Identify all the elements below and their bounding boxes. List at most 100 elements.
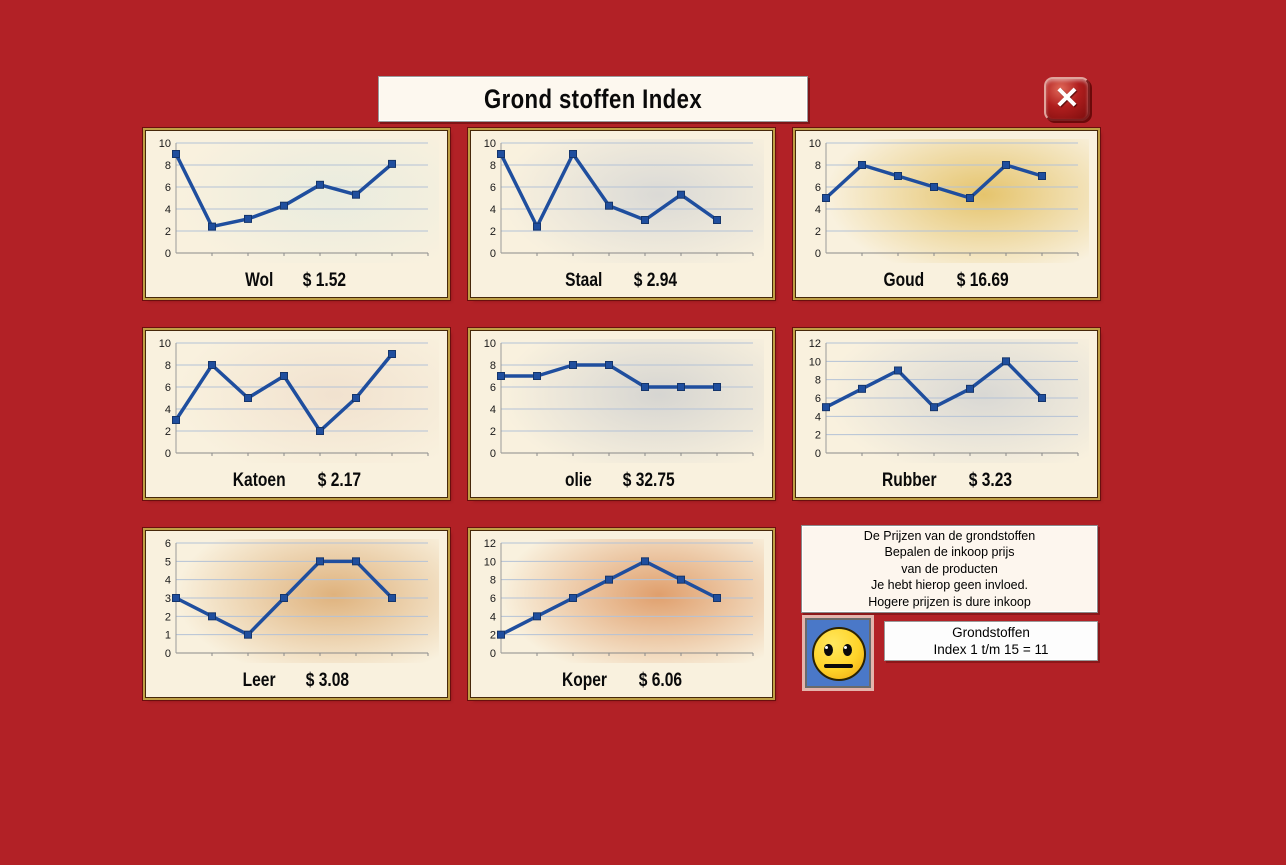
svg-text:5: 5 (165, 556, 171, 568)
commodity-price: $ 3.23 (969, 470, 1013, 491)
svg-text:4: 4 (490, 611, 496, 623)
svg-text:2: 2 (165, 226, 171, 238)
close-icon: ✕ (1054, 82, 1080, 115)
index-box: Grondstoffen Index 1 t/m 15 = 11 (884, 621, 1098, 661)
commodity-name: olie (565, 470, 593, 491)
svg-text:2: 2 (490, 226, 496, 238)
commodity-price: $ 32.75 (622, 470, 675, 491)
svg-text:0: 0 (165, 648, 171, 660)
svg-text:0: 0 (815, 248, 821, 260)
info-line: van de producten (901, 561, 998, 576)
commodity-name: Wol (244, 270, 274, 291)
chart-panel-olie: 0 2 4 6 8 10 olie $ 32.75 (470, 330, 773, 498)
mood-indicator-button[interactable] (805, 618, 871, 688)
price-history-chart: 0 2 4 6 8 10 (484, 138, 754, 260)
svg-text:8: 8 (490, 575, 496, 587)
svg-text:0: 0 (165, 448, 171, 460)
svg-text:0: 0 (815, 448, 821, 460)
price-history-chart: 0 2 4 6 8 10 12 (809, 338, 1079, 460)
svg-text:8: 8 (815, 375, 821, 387)
svg-text:6: 6 (490, 593, 496, 605)
svg-text:0: 0 (165, 248, 171, 260)
info-line: Hogere prijzen is dure inkoop (868, 594, 1031, 609)
chart-panel-staal: 0 2 4 6 8 10 Staal $ 2.94 (470, 130, 773, 298)
svg-text:2: 2 (490, 426, 496, 438)
price-history-chart: 0 2 4 6 8 10 (809, 138, 1079, 260)
title-box: Grond stoffen Index (378, 76, 808, 122)
svg-text:0: 0 (490, 648, 496, 660)
svg-text:10: 10 (484, 138, 496, 150)
eye-icon (824, 644, 833, 656)
svg-text:10: 10 (809, 356, 821, 368)
svg-text:2: 2 (815, 226, 821, 238)
svg-text:10: 10 (159, 338, 171, 350)
commodity-price: $ 2.94 (633, 270, 677, 291)
svg-text:3: 3 (165, 593, 171, 605)
commodity-price: $ 3.08 (305, 670, 350, 691)
svg-text:2: 2 (165, 611, 171, 623)
svg-text:8: 8 (490, 360, 496, 372)
commodity-name: Rubber (881, 470, 937, 491)
chart-panel-wol: 0 2 4 6 8 10 Wol $ 1.52 (145, 130, 448, 298)
info-line: Je hebt hierop geen invloed. (870, 578, 1029, 593)
svg-text:1: 1 (165, 630, 171, 642)
index-value: Index 1 t/m 15 = 11 (933, 642, 1049, 657)
info-box: De Prijzen van de grondstoffen Bepalen d… (801, 525, 1098, 613)
index-title: Grondstoffen (952, 625, 1030, 640)
svg-text:4: 4 (165, 204, 171, 216)
mouth-icon (824, 664, 853, 668)
eye-icon (843, 644, 852, 656)
svg-text:2: 2 (815, 430, 821, 442)
price-history-chart: 0 1 2 3 4 5 6 (165, 538, 429, 660)
svg-text:8: 8 (165, 360, 171, 372)
chart-panel-rubber: 0 2 4 6 8 10 12 Rubber $ 3.23 (795, 330, 1098, 498)
commodity-name: Leer (242, 670, 276, 691)
svg-text:4: 4 (490, 204, 496, 216)
svg-text:4: 4 (490, 404, 496, 416)
svg-text:8: 8 (490, 160, 496, 172)
commodity-price: $ 1.52 (303, 270, 347, 291)
price-history-chart: 0 2 4 6 8 10 12 (484, 538, 754, 660)
close-button[interactable]: ✕ (1044, 77, 1090, 121)
chart-panel-katoen: 0 2 4 6 8 10 Katoen $ 2.17 (145, 330, 448, 498)
svg-text:10: 10 (809, 138, 821, 150)
svg-text:8: 8 (165, 160, 171, 172)
svg-text:2: 2 (490, 630, 496, 642)
chart-panel-koper: 0 2 4 6 8 10 12 Koper $ 6.06 (470, 530, 773, 698)
svg-text:6: 6 (165, 182, 171, 194)
svg-text:4: 4 (815, 204, 821, 216)
commodity-name: Staal (565, 270, 603, 291)
chart-panel-leer: 0 1 2 3 4 5 6 Leer $ 3.08 (145, 530, 448, 698)
chart-panel-goud: 0 2 4 6 8 10 Goud $ 16.69 (795, 130, 1098, 298)
commodity-name: Koper (561, 670, 607, 691)
page-title: Grond stoffen Index (483, 83, 703, 114)
svg-text:6: 6 (165, 382, 171, 394)
svg-text:12: 12 (484, 538, 496, 550)
commodity-price: $ 16.69 (956, 270, 1009, 291)
svg-text:6: 6 (490, 182, 496, 194)
svg-text:6: 6 (815, 393, 821, 405)
price-history-chart: 0 2 4 6 8 10 (484, 338, 754, 460)
svg-text:0: 0 (490, 248, 496, 260)
svg-text:4: 4 (165, 404, 171, 416)
svg-text:10: 10 (484, 338, 496, 350)
price-history-chart: 0 2 4 6 8 10 (159, 338, 429, 460)
commodity-price: $ 2.17 (318, 470, 362, 491)
svg-text:0: 0 (490, 448, 496, 460)
svg-text:4: 4 (165, 575, 171, 587)
neutral-face-icon (812, 627, 866, 681)
svg-text:6: 6 (165, 538, 171, 550)
svg-text:12: 12 (809, 338, 821, 350)
info-line: De Prijzen van de grondstoffen (863, 528, 1036, 543)
info-line: Bepalen de inkoop prijs (884, 545, 1015, 560)
commodity-name: Katoen (232, 470, 286, 491)
svg-text:10: 10 (484, 556, 496, 568)
price-history-chart: 0 2 4 6 8 10 (159, 138, 429, 260)
svg-text:4: 4 (815, 411, 821, 423)
commodity-price: $ 6.06 (638, 670, 682, 691)
svg-text:2: 2 (165, 426, 171, 438)
svg-text:6: 6 (490, 382, 496, 394)
commodity-name: Goud (883, 270, 925, 291)
svg-text:6: 6 (815, 182, 821, 194)
svg-text:10: 10 (159, 138, 171, 150)
